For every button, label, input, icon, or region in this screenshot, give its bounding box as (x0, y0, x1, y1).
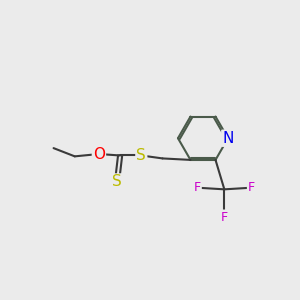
Text: F: F (248, 182, 255, 194)
Text: F: F (221, 211, 228, 224)
Text: S: S (112, 175, 122, 190)
Text: O: O (93, 146, 105, 161)
Text: F: F (194, 182, 201, 194)
Text: N: N (222, 131, 234, 146)
Text: S: S (136, 148, 146, 163)
